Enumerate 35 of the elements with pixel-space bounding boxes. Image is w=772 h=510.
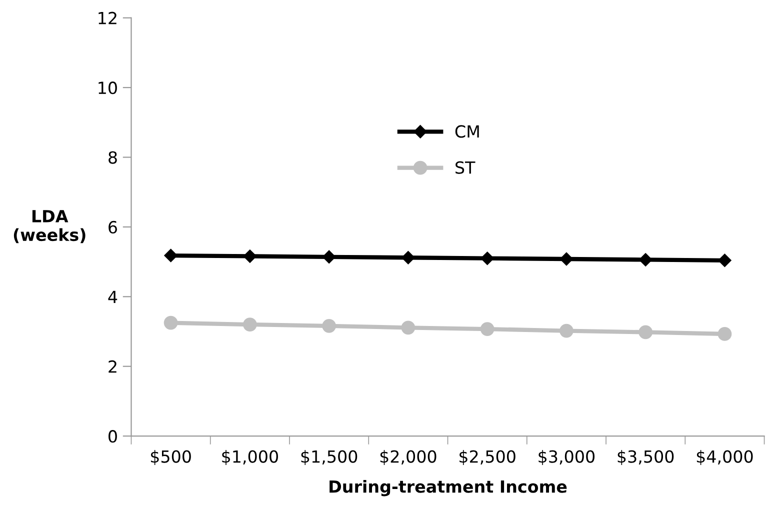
point: [164, 248, 178, 262]
x-tick-label: $1,000: [222, 450, 278, 466]
y-tick-label: 2: [108, 360, 116, 373]
point: [638, 253, 652, 266]
point: [322, 318, 336, 333]
point: [401, 320, 416, 335]
legend-label: CM: [455, 125, 479, 138]
y-tick-label: 6: [108, 220, 117, 234]
point: [480, 252, 494, 265]
point: [243, 250, 257, 263]
y-tick-label: 4: [108, 290, 118, 303]
y-tick-label: 8: [108, 151, 117, 164]
point: [322, 250, 336, 264]
x-tick-label: $4,000: [696, 450, 753, 466]
point: [402, 251, 415, 264]
x-tick-label: $2,000: [380, 450, 436, 466]
x-axis-title: During-treatment Income: [330, 480, 567, 496]
point: [638, 325, 653, 340]
point: [718, 254, 732, 267]
y-tick-label: 10: [98, 82, 117, 94]
point: [718, 326, 732, 341]
x-tick-label: $3,500: [618, 450, 674, 466]
legend-label: ST: [456, 161, 476, 174]
y-axis-title: LDA (weeks): [14, 210, 86, 244]
y-tick-label: 12: [98, 12, 116, 24]
x-tick-label: $1,500: [301, 450, 358, 466]
x-tick-label: $2,500: [460, 450, 516, 466]
x-tick-label: $3,000: [538, 450, 595, 466]
point: [560, 324, 574, 338]
y-tick-label: 0: [108, 430, 117, 443]
point: [480, 322, 494, 336]
point: [242, 318, 257, 332]
point: [164, 316, 178, 330]
point: [560, 252, 574, 266]
x-tick-label: $500: [150, 450, 191, 466]
